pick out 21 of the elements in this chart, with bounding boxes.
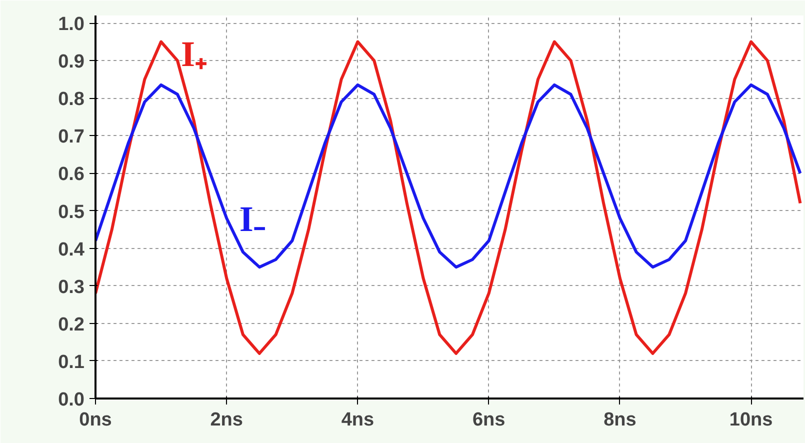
y-tick-label: 0.7 — [58, 126, 85, 148]
x-tick-label: 10ns — [729, 410, 773, 430]
line-series — [96, 40, 802, 355]
y-tick-label: 1.0 — [58, 14, 85, 36]
x-tick-label: 8ns — [604, 410, 636, 430]
series-label: I₊ — [181, 34, 208, 74]
y-tick-label: 0.6 — [58, 164, 85, 186]
y-tick-label: 0.0 — [58, 390, 85, 410]
x-tick-label: 2ns — [210, 410, 243, 430]
y-tick-label: 0.3 — [58, 276, 85, 298]
y-tick-label: 0.2 — [58, 314, 85, 336]
y-tick-label: 0.9 — [58, 52, 85, 73]
y-tick-label: 0.4 — [58, 239, 85, 260]
line-series — [96, 83, 802, 269]
x-tick-label: 0ns — [79, 410, 112, 430]
y-tick-label: 0.8 — [58, 89, 85, 110]
x-tick-label: 6ns — [472, 410, 506, 430]
series-label: I₋ — [239, 199, 266, 240]
y-tick-label: 0.5 — [58, 202, 85, 223]
y-tick-label: 0.1 — [58, 352, 85, 373]
x-tick-label: 4ns — [341, 410, 374, 430]
